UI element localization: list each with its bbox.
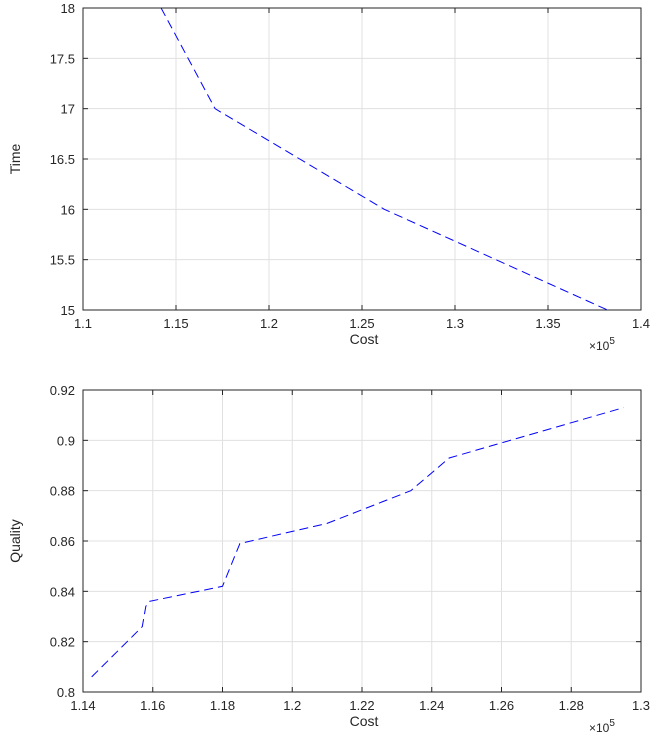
y-axis-label: Time — [7, 143, 23, 174]
x-axis-multiplier: ×105 — [589, 718, 615, 735]
series-line — [91, 407, 624, 678]
x-tick-label: 1.18 — [210, 698, 235, 713]
y-ticks: 15 15.5 16 16.5 17 17.5 18 — [50, 1, 641, 318]
x-tick-label: 1.35 — [535, 316, 560, 331]
y-tick-label: 0.86 — [50, 534, 75, 549]
x-tick-label: 1.15 — [163, 316, 188, 331]
x-tick-label: 1.14 — [70, 698, 95, 713]
x-tick-label: 1.4 — [632, 316, 650, 331]
y-tick-label: 16 — [61, 202, 75, 217]
grid — [82, 389, 642, 693]
y-tick-label: 0.9 — [57, 433, 75, 448]
series-line — [160, 7, 608, 311]
x-tick-label: 1.2 — [283, 698, 301, 713]
y-tick-label: 0.88 — [50, 484, 75, 499]
y-tick-label: 15.5 — [50, 253, 75, 268]
x-ticks: 1.14 1.16 1.18 1.2 1.22 1.24 1.26 1.28 1.3 — [70, 390, 650, 713]
x-tick-label: 1.24 — [419, 698, 444, 713]
x-tick-label: 1.28 — [559, 698, 584, 713]
x-tick-label: 1.25 — [349, 316, 374, 331]
x-axis-label: Cost — [350, 713, 379, 729]
y-tick-label: 0.92 — [50, 383, 75, 398]
x-ticks: 1.1 1.15 1.2 1.25 1.3 1.35 1.4 — [74, 8, 650, 331]
y-tick-label: 17.5 — [50, 51, 75, 66]
x-tick-label: 1.3 — [446, 316, 464, 331]
grid — [82, 7, 642, 311]
y-tick-label: 16.5 — [50, 152, 75, 167]
y-tick-label: 18 — [61, 1, 75, 16]
x-axis-multiplier: ×105 — [589, 336, 615, 353]
chart-time-vs-cost: 1.1 1.15 1.2 1.25 1.3 1.35 1.4 1515.51616.5171… — [7, 1, 650, 353]
y-tick-label: 17 — [61, 102, 75, 117]
y-tick-label: 0.82 — [50, 635, 75, 650]
x-tick-label: 1.3 — [632, 698, 650, 713]
x-tick-label: 1.16 — [140, 698, 165, 713]
y-tick-label: 15 — [61, 303, 75, 318]
y-tick-label: 0.8 — [57, 685, 75, 700]
y-ticks: 0.8 0.82 0.84 0.86 0.88 0.9 0.92 — [50, 383, 641, 700]
y-axis-label: Quality — [7, 519, 23, 563]
x-axis-label: Cost — [350, 331, 379, 347]
x-tick-label: 1.26 — [489, 698, 514, 713]
x-tick-label: 1.2 — [260, 316, 278, 331]
x-tick-label: 1.1 — [74, 316, 92, 331]
chart-quality-vs-cost: 1.14 1.16 1.18 1.2 1.22 1.24 1.26 1.28 1.3 0.80.… — [7, 383, 650, 735]
y-tick-label: 0.84 — [50, 584, 75, 599]
x-tick-label: 1.22 — [349, 698, 374, 713]
